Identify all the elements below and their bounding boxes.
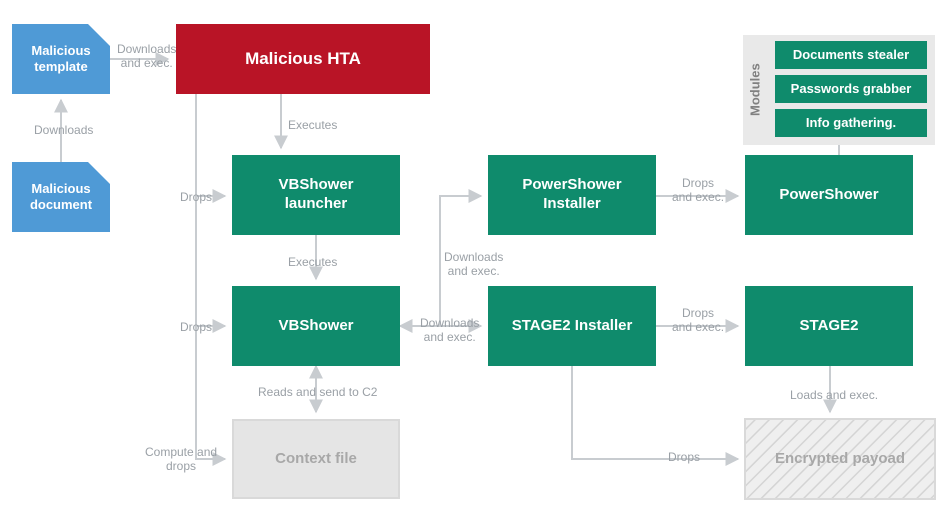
node-payload: Encrypted payoad bbox=[745, 419, 935, 499]
edge-label-reads: Reads and send to C2 bbox=[258, 385, 377, 399]
edge-label-loads: Loads and exec. bbox=[790, 388, 878, 402]
node-pshower: PowerShower bbox=[745, 155, 913, 235]
edge-label-drops5: Drops bbox=[668, 450, 700, 464]
edge-label-drops1: Drops bbox=[180, 190, 212, 204]
modules-tab: Modules bbox=[743, 35, 767, 145]
node-vbshower: VBShower bbox=[232, 286, 400, 366]
diagram-stage: Modules Documents stealer Passwords grabbe… bbox=[0, 0, 945, 531]
node-hta: Malicious HTA bbox=[176, 24, 430, 94]
node-stage2: STAGE2 bbox=[745, 286, 913, 366]
node-psinst: PowerShower Installer bbox=[488, 155, 656, 235]
module-item: Info gathering. bbox=[775, 109, 927, 137]
edge-label-downloads: Downloads bbox=[34, 123, 93, 137]
module-item: Passwords grabber bbox=[775, 75, 927, 103]
edge-label-dl_exec1: Downloads and exec. bbox=[117, 42, 176, 71]
module-item: Documents stealer bbox=[775, 41, 927, 69]
node-mdoc: Malicious document bbox=[12, 162, 110, 232]
edge-label-compdrop: Compute and drops bbox=[145, 445, 217, 474]
edge-label-exec2: Executes bbox=[288, 255, 337, 269]
node-s2inst: STAGE2 Installer bbox=[488, 286, 656, 366]
node-vblaunch: VBShower launcher bbox=[232, 155, 400, 235]
node-tmpl: Malicious template bbox=[12, 24, 110, 94]
edge-label-dl_exec2: Downloads and exec. bbox=[420, 316, 479, 345]
edge-label-drops3: Drops and exec. bbox=[672, 176, 724, 205]
node-ctx: Context file bbox=[232, 419, 400, 499]
edge-label-drops2: Drops bbox=[180, 320, 212, 334]
edge-label-drops4: Drops and exec. bbox=[672, 306, 724, 335]
edge-label-exec1: Executes bbox=[288, 118, 337, 132]
edge-label-dl_exec3: Downloads and exec. bbox=[444, 250, 503, 279]
